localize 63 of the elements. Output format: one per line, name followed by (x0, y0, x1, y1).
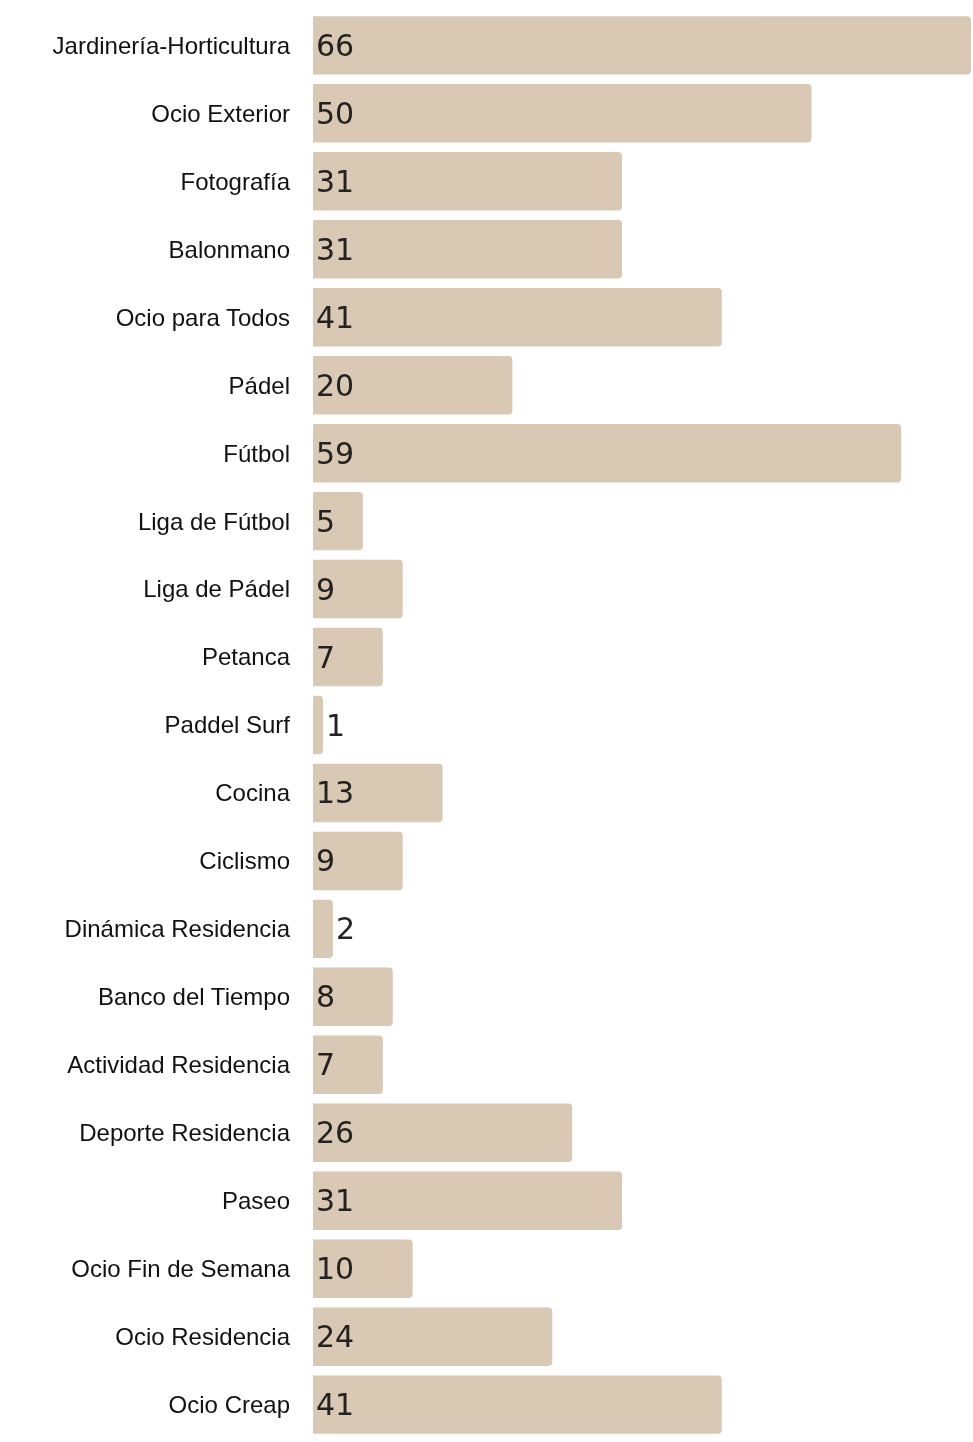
y-tick-label: Pádel (228, 371, 290, 399)
y-tick-label: Actividad Residencia (67, 1051, 291, 1079)
data-label: 13 (316, 775, 355, 811)
y-tick-label: Balonmano (168, 235, 290, 263)
data-label: 31 (316, 1183, 355, 1219)
y-tick-label: Ocio Exterior (151, 99, 291, 127)
data-label: 20 (316, 367, 355, 403)
bar (313, 763, 443, 823)
bar (313, 627, 383, 687)
y-tick-label: Banco del Tiempo (97, 983, 290, 1011)
data-label: 8 (316, 979, 336, 1015)
bar (313, 491, 363, 551)
y-tick-label: Cocina (215, 779, 291, 807)
y-tick-label: Paddel Surf (164, 711, 291, 739)
bar (313, 1375, 722, 1434)
bar (313, 899, 333, 959)
data-label: 10 (316, 1251, 355, 1287)
data-label: 9 (316, 571, 336, 607)
y-tick-label: Ciclismo (199, 847, 290, 875)
y-tick-label: Liga de Fútbol (137, 507, 290, 535)
bar (313, 1171, 623, 1230)
y-tick-label: Deporte Residencia (79, 1119, 291, 1147)
y-tick-label: Liga de Pádel (143, 575, 290, 603)
data-label: 5 (316, 503, 336, 539)
bar (313, 695, 323, 755)
bar (313, 967, 393, 1027)
data-label: 41 (316, 299, 355, 335)
y-tick-label: Dinámica Residencia (64, 915, 291, 943)
data-label: 24 (316, 1319, 355, 1355)
data-label: 31 (316, 231, 355, 267)
bar (313, 84, 812, 143)
data-label: 2 (335, 911, 356, 947)
y-tick-label: Ocio Fin de Semana (71, 1255, 291, 1283)
data-label: 59 (316, 435, 355, 471)
bar (313, 1103, 573, 1162)
data-label: 41 (316, 1387, 355, 1423)
bar (313, 1239, 413, 1298)
y-tick-label: Paseo (221, 1187, 290, 1215)
data-label: 7 (316, 1047, 336, 1083)
bar (313, 220, 623, 279)
bar (313, 831, 403, 891)
y-tick-label: Fútbol (223, 439, 290, 467)
data-label: 1 (325, 707, 346, 743)
bar (313, 1307, 553, 1366)
data-label: 66 (316, 27, 355, 63)
y-tick-label: Jardinería-Horticultura (52, 31, 291, 59)
data-label: 31 (316, 163, 355, 199)
y-tick-label: Fotografía (180, 167, 291, 195)
data-label: 26 (316, 1115, 355, 1151)
bar (313, 559, 403, 619)
bar (313, 423, 902, 483)
bar (313, 16, 971, 75)
bar (313, 355, 513, 415)
data-label: 7 (316, 639, 336, 675)
bar (313, 152, 623, 211)
y-tick-label: Petanca (201, 643, 291, 671)
data-label: 50 (316, 95, 355, 131)
bar (313, 1035, 383, 1095)
y-tick-label: Ocio para Todos (115, 303, 290, 331)
data-label: 9 (316, 843, 336, 879)
bar (313, 288, 722, 347)
y-tick-label: Ocio Creap (168, 1391, 290, 1419)
y-tick-label: Ocio Residencia (115, 1323, 291, 1351)
